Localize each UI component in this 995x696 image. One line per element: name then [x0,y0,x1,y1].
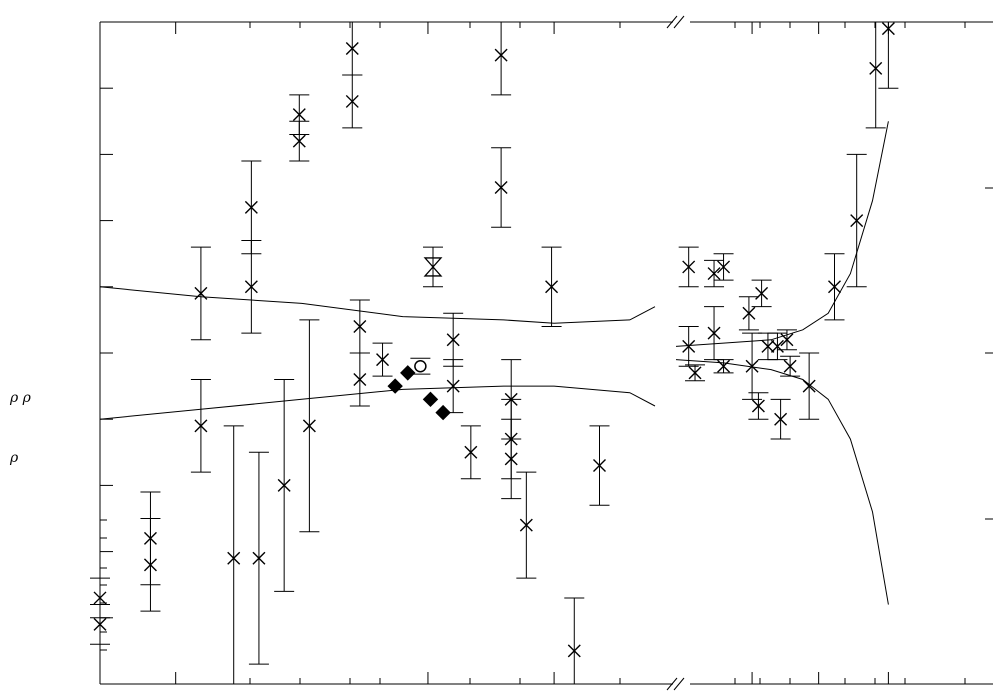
left-diamond-marker [422,391,439,408]
axis-break-mark [673,15,685,29]
left-cross-marker [545,280,559,294]
left-cross-marker [302,419,316,433]
axis-break-mark [673,677,685,691]
left-cross-marker [494,48,508,62]
left-cross-marker [252,551,266,565]
left-cross-marker [353,372,367,386]
left-cross-marker [292,134,306,148]
left-cross-marker [93,591,107,605]
left-cross-marker [292,108,306,122]
right-cross-marker [881,22,895,36]
y-axis-label-lower: ρ [10,450,19,466]
right-cross-marker [783,359,797,373]
right-cross-marker [742,306,756,320]
left-cross-marker [376,353,390,367]
right-cross-marker [707,326,721,340]
axis-break-mark [666,15,678,29]
right-cross-marker [869,61,883,75]
left-diamond-marker [400,365,416,381]
left-cross-marker [277,478,291,492]
right-cross-marker [755,286,769,300]
left-cross-marker [244,200,258,214]
left-circle-marker [414,359,427,373]
right-band-lower-curve [675,359,889,605]
right-band-upper-curve [675,121,889,347]
left-cross-marker [446,333,460,347]
right-cross-marker [682,260,696,274]
left-cross-marker [446,379,460,393]
left-cross-marker [504,452,518,466]
right-cross-marker [828,280,841,294]
y-axis-label: ρ ρ [10,390,31,406]
left-cross-marker [244,280,258,294]
left-cross-marker [194,286,208,300]
right-cross-marker [717,260,731,274]
left-cross-marker [194,419,208,433]
left-diamond-marker [387,378,403,394]
left-cross-marker [345,94,359,108]
left-hourglass-marker [423,257,443,277]
right-cross-marker [751,399,765,413]
right-cross-marker [717,359,731,373]
right-cross-marker [780,333,794,347]
left-band-lower-curve [99,385,656,420]
right-cross-marker [682,339,696,353]
left-band-upper-curve [99,286,656,324]
left-cross-marker [494,181,508,194]
left-cross-marker [93,617,107,631]
right-cross-marker [770,339,784,353]
left-cross-marker [567,644,581,658]
left-cross-marker [464,445,478,459]
left-cross-marker [143,558,157,572]
left-diamond-marker [435,404,451,421]
left-cross-marker [519,518,533,532]
right-cross-marker [761,339,775,353]
right-cross-marker [745,359,759,373]
left-cross-marker [345,41,359,55]
axis-break-mark [666,677,678,691]
right-cross-marker [688,366,702,380]
right-cross-marker [774,412,788,426]
right-cross-marker [707,267,721,281]
right-cross-marker [802,379,816,393]
left-cross-marker [353,320,367,334]
left-cross-marker [227,551,241,565]
right-cross-marker [850,214,864,228]
left-cross-marker [593,459,606,473]
